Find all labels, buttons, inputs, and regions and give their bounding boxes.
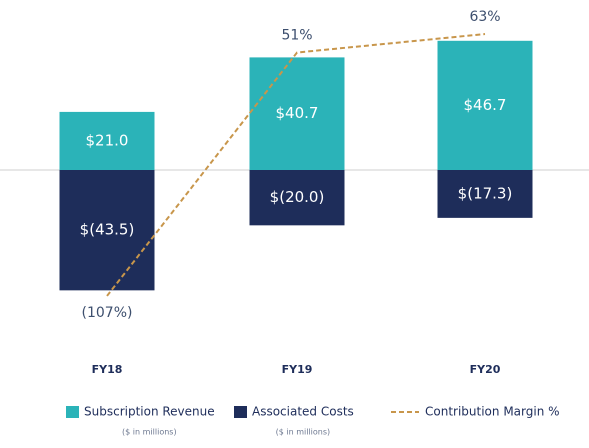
legend-label: Associated Costs (252, 405, 354, 419)
line-value-label: 51% (281, 28, 312, 44)
line-value-label: 63% (469, 9, 500, 25)
bar-value-label: $(20.0) (270, 188, 325, 206)
bar-value-label: $(17.3) (458, 184, 513, 202)
legend-swatch (66, 406, 79, 418)
bar-value-label: $(43.5) (80, 221, 135, 239)
legend-label: Subscription Revenue (84, 405, 215, 419)
legend-swatch (234, 406, 247, 418)
legend-note: ($ in millions) (122, 428, 177, 437)
bar (59, 111, 155, 170)
bar (249, 170, 345, 226)
legend-note: ($ in millions) (276, 428, 331, 437)
x-tick-label: FY20 (470, 363, 501, 376)
line-value-label: (107%) (82, 305, 133, 321)
legend-label: Contribution Margin % (425, 405, 560, 419)
bar-value-label: $21.0 (86, 131, 129, 149)
bar (59, 170, 155, 291)
bar (249, 57, 345, 170)
x-tick-label: FY18 (92, 363, 123, 376)
bar-value-label: $40.7 (276, 104, 319, 122)
bar (437, 40, 533, 171)
margin-line (106, 33, 486, 297)
x-tick-label: FY19 (282, 363, 313, 376)
bar-value-label: $46.7 (464, 96, 507, 114)
bar (437, 170, 533, 218)
